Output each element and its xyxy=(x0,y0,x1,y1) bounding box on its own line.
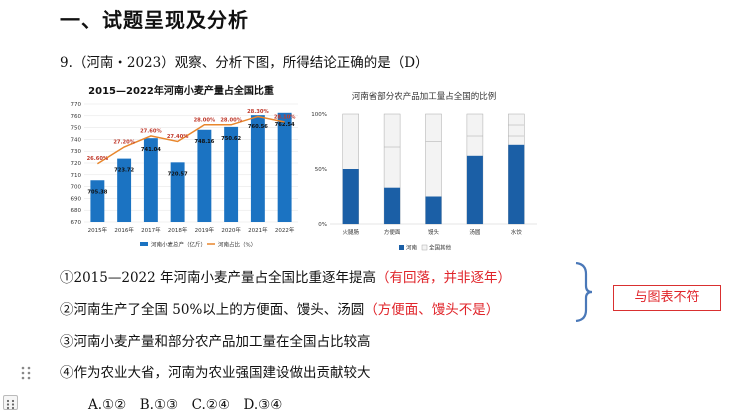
chart1-bar-label: 720.57 xyxy=(168,171,188,177)
statement-3-text: ③河南小麦产量和部分农产品加工量在全国占比较高 xyxy=(60,334,371,350)
chart1-line-label: 28.00% xyxy=(194,117,216,123)
table-handle-icon[interactable] xyxy=(3,395,18,410)
chart1-bar xyxy=(170,162,185,222)
chart1-ytick: 680 xyxy=(71,208,82,214)
chart1-bar xyxy=(117,158,132,222)
statement-2-text: ②河南生产了全国 50%以上的方便面、馒头、汤圆 xyxy=(60,302,365,318)
chart2-bar-henan xyxy=(384,187,401,224)
section-heading: 一、试题呈现及分析 xyxy=(60,8,249,32)
annotation-box: 与图表不符 xyxy=(613,285,721,311)
chart1-ytick: 750 xyxy=(71,126,82,132)
chart1-ytick: 670 xyxy=(71,220,82,226)
chart1-xtick: 2018年 xyxy=(168,226,188,234)
chart2-ytick: 0% xyxy=(318,222,327,228)
chart2-bar-henan xyxy=(466,155,483,224)
chart1-ytick: 710 xyxy=(71,173,82,179)
chart2-xtick: 汤圆 xyxy=(469,228,481,236)
statement-3: ③河南小麦产量和部分农产品加工量在全国占比较高 xyxy=(60,330,371,350)
chart1-bar-label: 748.16 xyxy=(194,139,214,145)
statement-4: ④作为农业大省，河南为农业强国建设做出贡献较大 xyxy=(60,361,371,381)
chart2-title: 河南省部分农产品加工量占全国的比例 xyxy=(352,91,497,102)
legend-bar-label: 河南小麦总产（亿斤） xyxy=(151,241,206,249)
chart1-line-label: 28.30% xyxy=(247,109,269,115)
legend-henan-label: 河南 xyxy=(406,244,418,252)
chart2-ytick: 50% xyxy=(315,167,327,173)
chart1-bar xyxy=(250,115,265,222)
chart2-xtick: 馒头 xyxy=(428,228,440,236)
chart2-xtick: 水饺 xyxy=(511,228,523,236)
chart1-xtick: 2019年 xyxy=(195,226,215,234)
processing-share-chart: 河南省部分农产品加工量占全国的比例 0% 50% 100% 火腿肠 方便面 馒头 汤圆 水饺… xyxy=(311,91,537,252)
statement-1-note: （有回落，并非逐年） xyxy=(376,270,512,286)
chart1-xtick: 2016年 xyxy=(114,226,134,234)
legend-other-swatch xyxy=(421,244,428,251)
chart2-legend: 河南 全国其他 xyxy=(399,244,452,252)
chart1-ytick: 730 xyxy=(71,149,82,155)
chart1-xtick: 2017年 xyxy=(141,226,161,234)
chart1-bar-label: 705.38 xyxy=(87,189,107,195)
legend-bar-swatch xyxy=(140,242,148,246)
legend-henan-swatch xyxy=(399,245,404,250)
chart1-ytick: 700 xyxy=(71,185,82,191)
chart1-line-label: 27.40% xyxy=(167,134,189,140)
chart1-bar xyxy=(277,112,292,222)
chart2-bar-henan xyxy=(342,169,359,224)
chart1-ytick: 760 xyxy=(71,114,82,120)
legend-other-label: 全国其他 xyxy=(429,244,452,252)
chart1-xtick: 2020年 xyxy=(221,226,241,234)
chart1-ytick: 690 xyxy=(71,196,82,202)
statement-2-note: （方便面、馒头不是） xyxy=(364,302,500,318)
chart1-legend: 河南小麦总产（亿斤） 河南占比（%） xyxy=(140,241,256,249)
statement-1-text: ①2015—2022 年河南小麦产量占全国比重逐年提高 xyxy=(60,270,377,286)
chart1-bar xyxy=(90,180,105,222)
chart1-ytick: 720 xyxy=(71,161,82,167)
right-brace xyxy=(575,262,593,322)
chart1-bar xyxy=(143,138,158,222)
statement-4-text: ④作为农业大省，河南为农业强国建设做出贡献较大 xyxy=(60,365,371,381)
chart1-line-label: 28.10% xyxy=(274,115,296,121)
chart1-bar-label: 750.62 xyxy=(221,136,241,142)
chart1-xtick: 2021年 xyxy=(248,226,268,234)
chart1-bar-label: 762.54 xyxy=(275,122,295,128)
chart1-line-label: 27.20% xyxy=(113,140,135,146)
statement-1: ①2015—2022 年河南小麦产量占全国比重逐年提高（有回落，并非逐年） xyxy=(60,266,511,286)
chart2-bar-henan xyxy=(508,144,525,224)
drag-handle-icon[interactable] xyxy=(20,366,32,380)
chart1-bar-label: 723.72 xyxy=(114,168,134,174)
chart2-xtick: 方便面 xyxy=(384,228,401,236)
statement-2: ②河南生产了全国 50%以上的方便面、馒头、汤圆（方便面、馒头不是） xyxy=(60,298,499,318)
chart1-line-label: 27.60% xyxy=(140,128,162,134)
answer-options: A.①② B.①③ C.②④ D.③④ xyxy=(88,397,283,413)
chart1-bar xyxy=(224,126,239,222)
chart2-bar-henan xyxy=(425,196,442,224)
chart1-line-label: 26.60% xyxy=(87,156,109,162)
chart1-bar-label: 741.04 xyxy=(141,147,161,153)
chart1-bar-label: 760.56 xyxy=(248,124,268,130)
question-text: 9.（河南・2023）观察、分析下图，所得结论正确的是（D） xyxy=(60,55,429,71)
share-line xyxy=(96,115,285,165)
chart1-xtick: 2015年 xyxy=(88,226,108,234)
chart1-xtick: 2022年 xyxy=(275,226,295,234)
chart1-title: 2015—2022年河南小麦产量占全国比重 xyxy=(88,84,274,97)
chart2-xtick: 火腿肠 xyxy=(342,228,359,236)
chart1-bar xyxy=(197,129,212,222)
wheat-share-chart: 2015—2022年河南小麦产量占全国比重 670 680 690 700 710 720… xyxy=(71,84,298,249)
legend-line-label: 河南占比（%） xyxy=(218,241,256,249)
chart2-ytick: 100% xyxy=(311,112,327,118)
chart1-ytick: 740 xyxy=(71,137,82,143)
chart1-ytick: 770 xyxy=(71,102,82,108)
chart1-line-label: 28.00% xyxy=(220,117,242,123)
